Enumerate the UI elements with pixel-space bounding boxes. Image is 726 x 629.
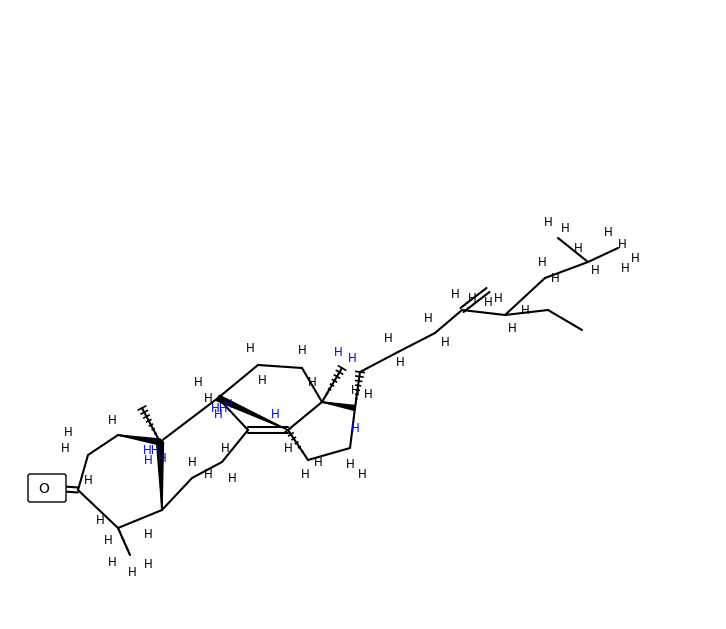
Text: H: H xyxy=(314,455,322,469)
Text: H: H xyxy=(358,469,367,482)
Text: H: H xyxy=(228,472,237,484)
Text: H: H xyxy=(107,555,116,569)
Text: H: H xyxy=(224,399,232,411)
Text: H: H xyxy=(271,408,280,421)
Text: H: H xyxy=(574,242,582,255)
Text: H: H xyxy=(484,296,492,308)
Text: H: H xyxy=(104,533,113,547)
Text: H: H xyxy=(221,442,229,455)
Text: H: H xyxy=(348,352,356,364)
Text: H: H xyxy=(64,425,73,438)
Text: H: H xyxy=(96,513,105,526)
Text: H: H xyxy=(61,442,70,455)
Text: H: H xyxy=(213,408,222,421)
Text: H: H xyxy=(494,292,502,306)
Text: H: H xyxy=(351,421,359,435)
Text: H: H xyxy=(538,255,547,269)
Text: H: H xyxy=(621,262,629,274)
Text: H: H xyxy=(187,455,196,469)
Text: H: H xyxy=(591,264,600,277)
Text: H: H xyxy=(298,343,306,357)
Polygon shape xyxy=(322,402,356,411)
Text: H: H xyxy=(308,376,317,389)
Text: H: H xyxy=(284,442,293,455)
Text: H: H xyxy=(258,374,266,386)
Text: H: H xyxy=(158,452,166,464)
Polygon shape xyxy=(217,395,288,430)
Text: H: H xyxy=(194,376,203,389)
Text: H: H xyxy=(468,291,476,304)
Text: O: O xyxy=(38,482,49,496)
Text: H: H xyxy=(441,335,449,348)
Text: H: H xyxy=(550,272,559,284)
Text: H: H xyxy=(521,304,529,316)
Text: H: H xyxy=(424,311,433,325)
Text: H: H xyxy=(245,342,254,355)
Text: H: H xyxy=(631,252,640,265)
Text: H: H xyxy=(560,221,569,235)
Text: H: H xyxy=(618,238,627,252)
Text: H: H xyxy=(144,528,152,542)
Text: H: H xyxy=(203,469,213,482)
Text: H: H xyxy=(351,384,359,396)
Text: H: H xyxy=(383,331,392,345)
Text: HH: HH xyxy=(211,401,229,415)
Text: HH: HH xyxy=(143,443,160,457)
Text: H: H xyxy=(107,413,116,426)
Polygon shape xyxy=(157,442,163,510)
Text: H: H xyxy=(451,289,460,301)
Text: H: H xyxy=(128,565,136,579)
Text: H: H xyxy=(396,355,404,369)
Text: H: H xyxy=(301,469,309,482)
Text: H: H xyxy=(334,345,343,359)
Text: H: H xyxy=(364,389,372,401)
Text: H: H xyxy=(507,321,516,335)
Text: H: H xyxy=(144,454,152,467)
Text: H: H xyxy=(544,216,552,228)
Text: H: H xyxy=(346,459,354,472)
FancyBboxPatch shape xyxy=(28,474,66,502)
Text: H: H xyxy=(144,559,152,572)
Text: H: H xyxy=(603,226,612,238)
Text: H: H xyxy=(203,391,213,404)
Text: H: H xyxy=(83,474,92,486)
Polygon shape xyxy=(118,435,160,445)
